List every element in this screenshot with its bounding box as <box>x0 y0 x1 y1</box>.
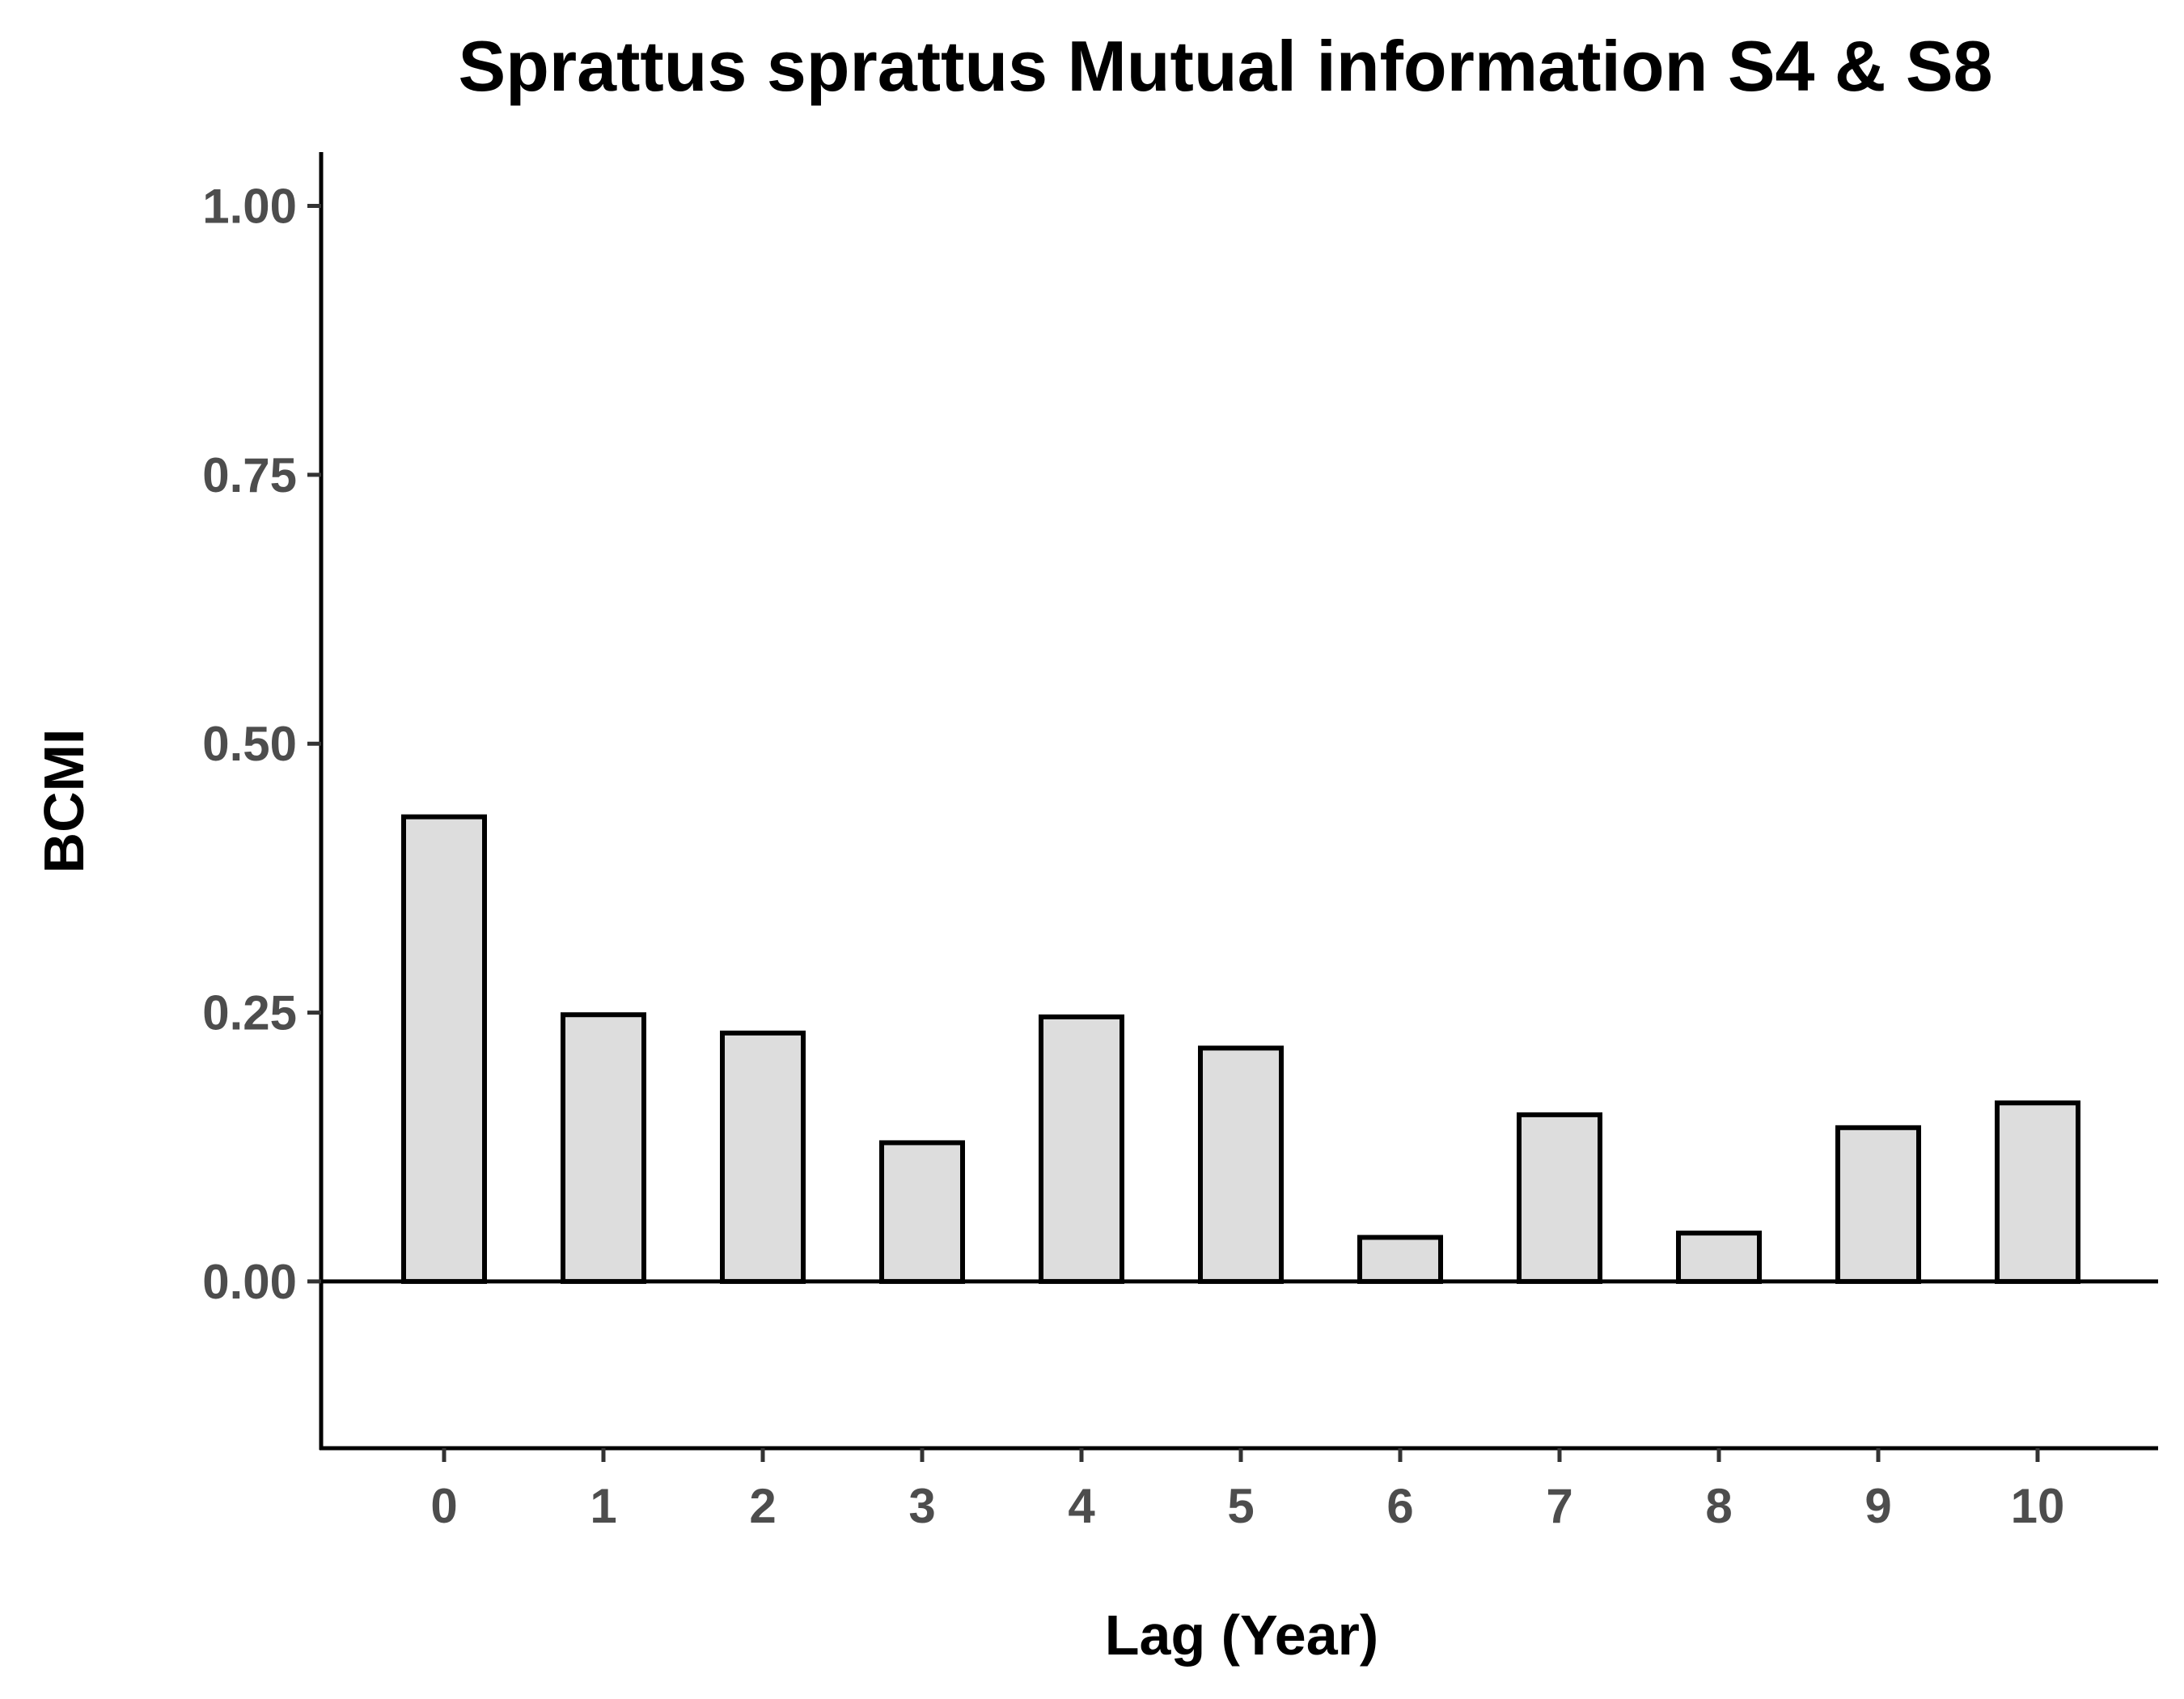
x-tick-label: 4 <box>1068 1479 1095 1533</box>
x-tick-label: 7 <box>1546 1479 1572 1533</box>
bar-lag-7 <box>1517 1112 1602 1284</box>
y-tick-label: 1.00 <box>202 179 297 233</box>
x-tick-label: 9 <box>1864 1479 1891 1533</box>
bar-lag-8 <box>1676 1231 1762 1284</box>
x-tick-label: 5 <box>1227 1479 1254 1533</box>
x-axis-title: Lag (Year) <box>1105 1604 1378 1667</box>
chart-title: Sprattus sprattus Mutual information S4 … <box>458 26 1992 106</box>
bar-lag-1 <box>561 1012 646 1284</box>
bar-lag-4 <box>1039 1014 1124 1284</box>
x-tick-label: 6 <box>1386 1479 1413 1533</box>
bar-lag-5 <box>1198 1045 1284 1284</box>
axes-layer: 0.00 0.25 0.50 0.75 1.00 0 1 2 3 4 5 6 7 8 9 10 <box>202 152 2158 1533</box>
bar-lag-2 <box>720 1030 806 1284</box>
y-tick-label: 0.50 <box>202 717 297 771</box>
bar-lag-10 <box>1995 1100 2080 1284</box>
x-tick-label: 0 <box>430 1479 457 1533</box>
x-tick-label: 3 <box>908 1479 935 1533</box>
bar-lag-6 <box>1357 1235 1443 1284</box>
x-tick-label: 10 <box>2011 1479 2065 1533</box>
y-tick-label: 0.00 <box>202 1255 297 1309</box>
y-tick-label: 0.75 <box>202 448 297 502</box>
bar-lag-3 <box>879 1140 965 1284</box>
bars-layer <box>401 814 2080 1284</box>
bar-lag-0 <box>401 814 487 1284</box>
y-axis-title: BCMI <box>32 729 95 874</box>
bar-lag-9 <box>1835 1125 1921 1284</box>
y-tick-label: 0.25 <box>202 986 297 1040</box>
x-tick-label: 1 <box>590 1479 616 1533</box>
x-tick-label: 8 <box>1705 1479 1732 1533</box>
x-tick-label: 2 <box>749 1479 776 1533</box>
